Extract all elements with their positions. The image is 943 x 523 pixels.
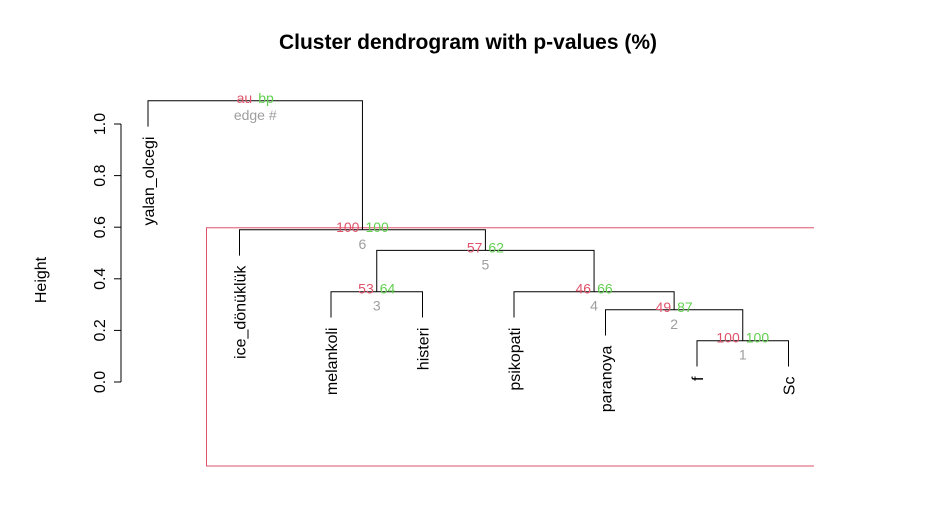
chart-title: Cluster dendrogram with p-values (%) [279,31,657,54]
y-tick-label: 0.0 [92,371,109,393]
edge-number: 1 [739,347,747,363]
edge-number: 3 [373,298,381,314]
y-tick-label: 1.0 [92,113,109,135]
y-tick-label: 0.2 [92,319,109,341]
edge-number: 5 [482,256,490,272]
y-tick-label: 0.8 [92,164,109,186]
au-value: 57 [467,239,483,255]
legend-au: au [237,90,253,106]
edge-number: 4 [590,298,598,314]
au-value: 100 [716,330,740,346]
legend-bp: bp [258,90,274,106]
leaf-label: yalan_olcegi [141,137,158,226]
leaf-label: histeri [416,328,433,371]
y-axis-label: Height [33,256,50,303]
cluster-highlight-box [206,226,817,467]
legend-edge: edge # [234,107,277,123]
leaf-label: ice_dönüklük [233,265,250,359]
leaf-label: f [690,376,707,381]
au-value: 100 [336,219,360,235]
au-value: 46 [575,281,591,297]
au-value: 49 [656,299,672,315]
branch [147,100,363,230]
edge-number: 6 [359,236,367,252]
leaf-label: melankoli [324,328,341,396]
au-value: 53 [358,281,374,297]
dendrogram-branches [147,100,789,367]
bp-value: 87 [677,299,693,315]
leaf-labels: yalan_olcegi ice_dönüklük melankoli histeri… [141,137,799,413]
y-axis: 0.0 0.2 0.4 0.6 0.8 1.0 [92,113,122,393]
edge-number: 2 [670,316,678,332]
y-tick-label: 0.4 [92,268,109,290]
bp-value: 100 [365,219,389,235]
leaf-label: Sc [782,377,799,396]
bp-value: 64 [380,281,396,297]
leaf-label: paranoya [599,345,616,412]
y-tick-label: 0.6 [92,216,109,238]
bp-value: 62 [488,239,504,255]
bp-value: 100 [746,330,770,346]
bp-value: 66 [597,281,613,297]
leaf-label: psikopati [507,328,524,391]
